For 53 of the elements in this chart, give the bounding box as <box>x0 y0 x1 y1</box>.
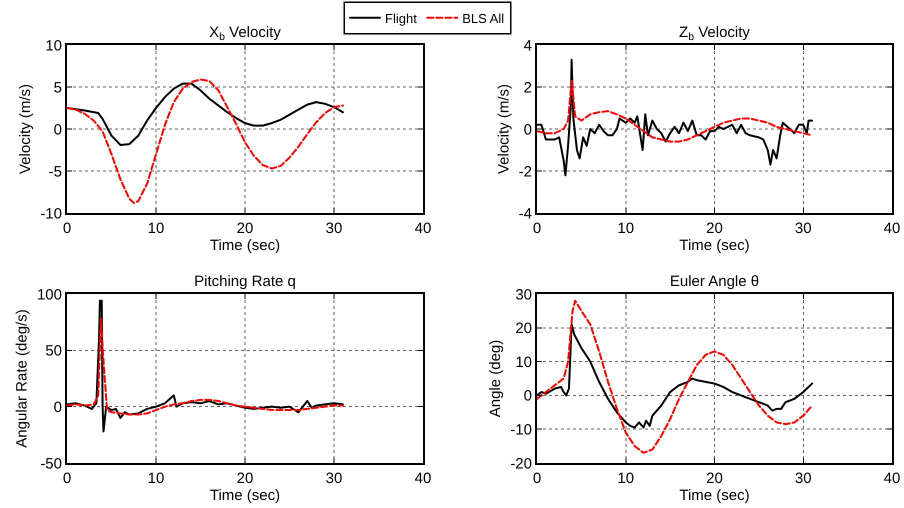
chart-title: Pitching Rate q <box>194 273 296 290</box>
y-tick-label: 10 <box>45 37 62 54</box>
x-tick-label: 20 <box>236 220 254 237</box>
y-tick-label: 0 <box>524 388 532 405</box>
y-tick-label: -10 <box>510 421 532 438</box>
y-tick-label: -2 <box>518 163 532 180</box>
chart-title: Z$_{b}$ Velocity <box>679 24 750 44</box>
y-tick-label: -20 <box>510 455 532 472</box>
x-axis-title: Time (sec) <box>210 237 280 254</box>
y-axis-title: Velocity (m/s) <box>17 84 34 174</box>
y-tick-label: 0 <box>54 121 62 138</box>
y-tick-label: 30 <box>515 286 532 304</box>
chart-title: Euler Angle θ <box>670 273 760 290</box>
y-tick-label: 2 <box>524 79 532 96</box>
x-tick-label: 20 <box>706 220 723 237</box>
y-tick-label: 50 <box>45 342 62 360</box>
y-tick-label: -4 <box>518 205 532 222</box>
x-tick-label: 20 <box>236 470 254 487</box>
y-tick-label: -10 <box>40 205 62 222</box>
y-tick-label: 4 <box>524 37 532 54</box>
y-tick-label: 0 <box>54 398 62 416</box>
x-tick-label: 40 <box>414 220 432 237</box>
x-tick-label: 10 <box>148 220 164 237</box>
y-tick-label: 20 <box>515 320 532 338</box>
x-tick-label: 30 <box>326 470 342 487</box>
y-tick-label: -5 <box>48 163 62 180</box>
x-tick-label: 20 <box>706 470 723 487</box>
legend-label: Flight <box>385 10 418 26</box>
x-axis-title: Time (sec) <box>679 487 750 504</box>
legend-label: BLS All <box>462 10 504 26</box>
x-tick-label: 30 <box>326 220 342 237</box>
line-series <box>67 78 344 204</box>
x-tick-label: 40 <box>884 470 900 487</box>
x-tick-label: 10 <box>148 470 164 487</box>
x-tick-label: 40 <box>884 220 900 237</box>
y-axis-title: Angular Rate (deg/s) <box>14 309 31 448</box>
x-axis-title: Time (sec) <box>210 487 280 504</box>
x-tick-label: 30 <box>794 220 812 237</box>
x-tick-label: 40 <box>414 470 432 487</box>
y-tick-label: 0 <box>524 121 532 138</box>
line-series <box>537 80 814 143</box>
y-tick-label: 10 <box>515 354 532 371</box>
y-tick-label: 5 <box>54 79 62 96</box>
y-axis-title: Angle (deg) <box>487 340 504 418</box>
x-axis-title: Time (sec) <box>679 237 750 254</box>
x-tick-label: 10 <box>617 470 634 487</box>
y-tick-label: 100 <box>36 286 62 304</box>
y-axis-title: Velocity (m/s) <box>495 84 512 174</box>
y-tick-label: -50 <box>40 455 62 472</box>
x-tick-label: 10 <box>617 220 634 237</box>
x-tick-label: 30 <box>794 470 812 487</box>
line-series <box>67 318 344 416</box>
chart-title: X$_{b}$ Velocity <box>209 24 282 44</box>
